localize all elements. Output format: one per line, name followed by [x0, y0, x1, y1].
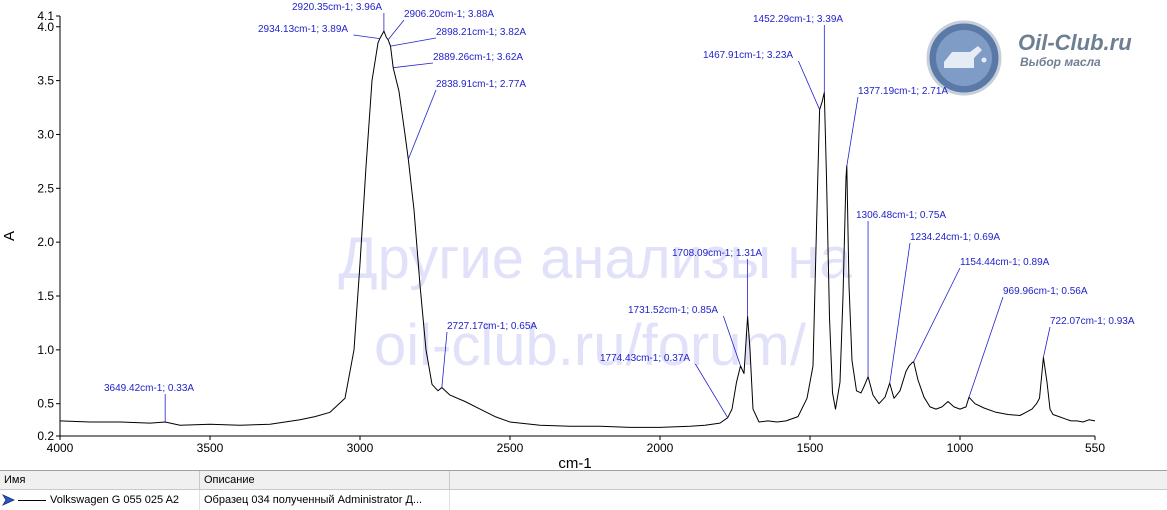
watermark-line-1: Другие анализы на — [338, 226, 852, 291]
legend-table: Имя Описание Volkswagen G 055 025 A2 Обр… — [0, 470, 1167, 510]
watermark: Другие анализы на oil-club.ru/forum/ — [338, 226, 852, 378]
x-tick-label: 2500 — [497, 441, 524, 455]
peak-label: 969.96cm-1; 0.56A — [1003, 286, 1088, 297]
series-name: Volkswagen G 055 025 A2 — [50, 494, 180, 506]
peak-label: 1452.29cm-1; 3.39A — [753, 14, 843, 25]
logo-name: Oil-Club.ru — [1018, 30, 1132, 55]
peak-label-leader — [387, 19, 405, 40]
spectrum-chart: Другие анализы на oil-club.ru/forum/ Oil… — [1, 2, 1135, 468]
peak-label-leader — [913, 267, 961, 362]
oil-can-icon — [944, 46, 982, 68]
y-tick-label: 3.0 — [37, 127, 54, 141]
y-tick-label: 0.5 — [37, 397, 54, 411]
column-header-name[interactable]: Имя — [0, 471, 200, 489]
y-tick-label: 4.0 — [37, 20, 54, 34]
x-axis-title: cm-1 — [558, 455, 591, 468]
series-group — [59, 30, 1096, 428]
peak-label: 1154.44cm-1; 0.89A — [960, 257, 1050, 268]
y-tick-label: 3.5 — [37, 74, 54, 88]
x-tick-label: 3000 — [347, 441, 374, 455]
x-tick-label: 2000 — [647, 441, 674, 455]
x-tick-label: 1000 — [947, 441, 974, 455]
peak-label-leader — [353, 34, 380, 40]
peak-label-leader — [846, 96, 859, 166]
x-tick-label: 1500 — [797, 441, 824, 455]
column-header-description[interactable]: Описание — [200, 471, 450, 489]
peak-label: 2889.26cm-1; 3.62A — [433, 52, 523, 63]
peak-label-leader — [441, 331, 448, 388]
peak-label: 1731.52cm-1; 0.85A — [628, 305, 718, 316]
axes: 4000 3500 3000 2500 2000 1500 1000 550 0.2 0.5 1.0… — [37, 9, 1105, 455]
peak-label: 722.07cm-1; 0.93A — [1050, 316, 1135, 327]
x-tick-label: 4000 — [47, 441, 74, 455]
peak-label: 1708.09cm-1; 1.31A — [672, 248, 762, 259]
peak-label-leader — [390, 37, 437, 47]
legend-name-cell: Volkswagen G 055 025 A2 — [0, 490, 200, 510]
peak-label: 1467.91cm-1; 3.23A — [703, 50, 793, 61]
x-tick-label: 3500 — [197, 441, 224, 455]
peak-label: 2920.35cm-1; 3.96A — [292, 2, 382, 13]
peak-label: 2727.17cm-1; 0.65A — [447, 321, 537, 332]
peak-label: 1774.43cm-1; 0.37A — [600, 353, 690, 364]
series-line-swatch — [18, 499, 46, 501]
y-axis-title: A — [1, 231, 18, 241]
watermark-line-2: oil-club.ru/forum/ — [374, 313, 807, 378]
legend-header-row: Имя Описание — [0, 471, 1167, 490]
peak-label-leader — [393, 62, 434, 69]
y-tick-label: 1.0 — [37, 343, 54, 357]
legend-row[interactable]: Volkswagen G 055 025 A2 Образец 034 полу… — [0, 490, 1167, 510]
peak-label-leader — [889, 242, 911, 384]
y-tick-label: 4.1 — [37, 9, 54, 23]
y-tick-label: 1.5 — [37, 289, 54, 303]
peak-label-leader — [1042, 326, 1051, 358]
y-tick-label: 2.5 — [37, 181, 54, 195]
peak-label: 1234.24cm-1; 0.69A — [910, 232, 1000, 243]
row-pointer-icon — [2, 494, 15, 506]
peak-label-leader — [695, 363, 729, 418]
peak-label: 2838.91cm-1; 2.77A — [436, 79, 526, 90]
y-tick-label: 0.2 — [37, 429, 54, 443]
peak-label-leader — [407, 89, 437, 160]
y-tick-label: 2.0 — [37, 235, 54, 249]
peak-label: 2906.20cm-1; 3.88A — [404, 9, 494, 20]
peak-label: 2934.13cm-1; 3.89A — [258, 24, 348, 35]
peak-label: 3649.42cm-1; 0.33A — [104, 383, 194, 394]
peak-label-leader — [798, 60, 820, 110]
legend-description-cell: Образец 034 полученный Administrator Д..… — [200, 490, 450, 510]
x-tick-label: 550 — [1085, 441, 1105, 455]
logo-tagline: Выбор масла — [1020, 55, 1101, 69]
oil-club-logo: Oil-Club.ru Выбор масла — [926, 20, 1132, 96]
peak-label: 2898.21cm-1; 3.82A — [436, 27, 526, 38]
peak-label: 1377.19cm-1; 2.71A — [858, 86, 948, 97]
peak-label-leader — [723, 315, 741, 367]
peak-label-leader — [968, 296, 1004, 398]
peak-label: 1306.48cm-1; 0.75A — [856, 210, 946, 221]
annotations-group: 3649.42cm-1; 0.33A 2934.13cm-1; 3.89A 2920… — [104, 2, 1135, 422]
spectrum-line — [59, 30, 1096, 428]
